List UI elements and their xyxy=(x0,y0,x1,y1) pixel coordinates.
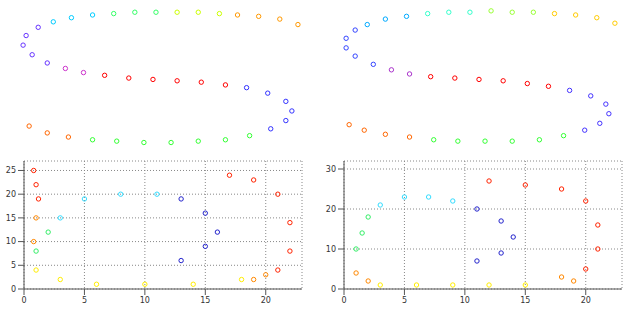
svg-text:5: 5 xyxy=(11,261,16,270)
svg-text:20: 20 xyxy=(8,190,16,199)
svg-text:20: 20 xyxy=(261,296,271,305)
svg-text:20: 20 xyxy=(326,205,336,214)
svg-text:15: 15 xyxy=(8,214,16,223)
svg-text:5: 5 xyxy=(82,296,87,305)
svg-text:30: 30 xyxy=(326,165,336,174)
svg-text:10: 10 xyxy=(460,296,470,305)
svg-text:10: 10 xyxy=(326,245,336,254)
svg-text:10: 10 xyxy=(140,296,150,305)
svg-text:20: 20 xyxy=(581,296,591,305)
svg-text:5: 5 xyxy=(402,296,407,305)
svg-text:0: 0 xyxy=(21,296,26,305)
svg-text:0: 0 xyxy=(331,285,336,294)
svg-text:15: 15 xyxy=(520,296,530,305)
svg-text:10: 10 xyxy=(8,237,16,246)
svg-text:0: 0 xyxy=(11,285,16,294)
svg-text:15: 15 xyxy=(200,296,210,305)
svg-text:0: 0 xyxy=(341,296,346,305)
svg-text:25: 25 xyxy=(8,166,16,175)
